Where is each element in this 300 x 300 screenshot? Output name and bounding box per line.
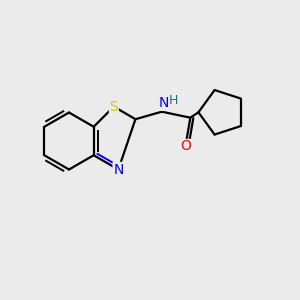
Text: S: S bbox=[110, 100, 118, 114]
Text: O: O bbox=[180, 140, 191, 154]
Text: H: H bbox=[169, 94, 178, 107]
Text: N: N bbox=[159, 96, 169, 110]
Text: N: N bbox=[113, 163, 124, 176]
